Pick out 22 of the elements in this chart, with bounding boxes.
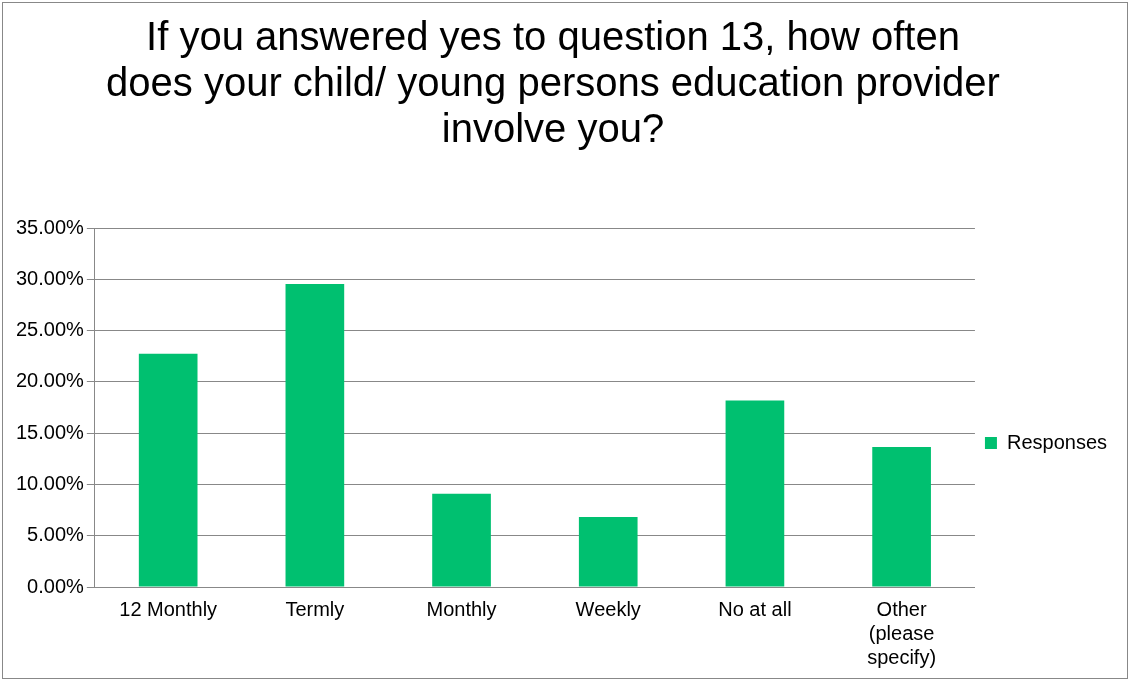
bar bbox=[578, 517, 638, 587]
x-tick-label: Termly bbox=[285, 597, 345, 620]
y-tick-label: 25.00% bbox=[15, 318, 85, 341]
x-tick-label: Monthly bbox=[426, 597, 497, 620]
x-tick-label: No at all bbox=[718, 597, 792, 620]
x-tick-label: 12 Monthly bbox=[119, 597, 218, 620]
bar bbox=[872, 447, 931, 587]
bar bbox=[432, 493, 491, 587]
x-tick-label: Other (please specify) bbox=[867, 597, 937, 668]
bar bbox=[138, 353, 198, 587]
bar bbox=[725, 400, 785, 587]
y-tick-label: 15.00% bbox=[15, 420, 85, 443]
y-tick-label: 10.00% bbox=[15, 471, 85, 494]
chart-title: If you answered yes to question 13, how often does your child/ young persons education provider involve you? bbox=[105, 13, 1001, 151]
y-tick-label: 35.00% bbox=[15, 215, 85, 238]
y-tick-label: 20.00% bbox=[15, 369, 85, 392]
y-tick-label: 0.00% bbox=[27, 574, 85, 597]
bar bbox=[285, 283, 345, 587]
x-tick-label: Weekly bbox=[575, 597, 641, 620]
y-tick-label: 5.00% bbox=[27, 523, 85, 546]
y-tick-label: 30.00% bbox=[15, 266, 85, 289]
legend-label: Responses bbox=[1006, 430, 1107, 453]
